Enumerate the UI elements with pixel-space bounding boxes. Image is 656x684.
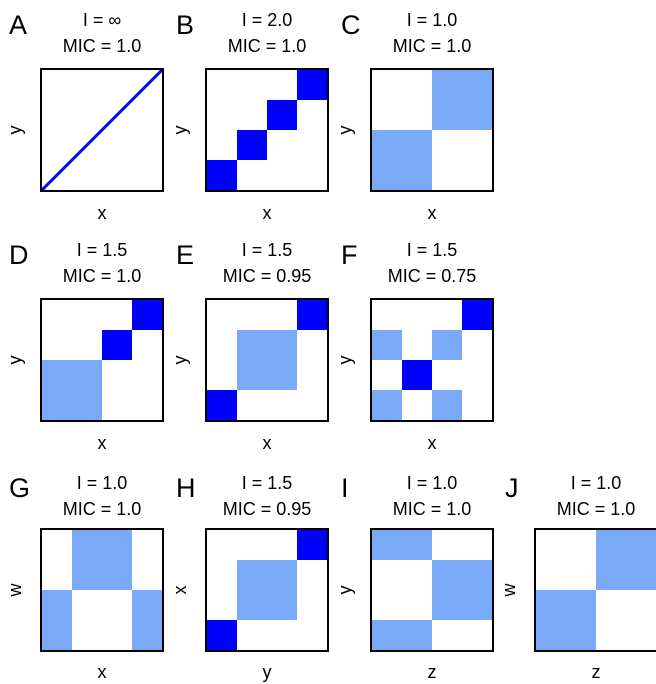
grid-box [370, 68, 494, 192]
panel-letter: B [176, 10, 195, 40]
panel-letter: F [341, 240, 358, 270]
panel-i-value: I = 1.5 [241, 473, 293, 493]
y-axis-label: w [499, 583, 519, 597]
dark-cell [207, 160, 237, 190]
panel-mic-value: MIC = 1.0 [62, 266, 142, 286]
panel-letter: C [341, 10, 361, 40]
dark-cell [207, 620, 237, 650]
light-cell [372, 130, 432, 190]
light-cell [237, 560, 297, 620]
light-cell [372, 330, 402, 360]
light-cell [372, 620, 432, 650]
panel-letter: E [176, 240, 195, 270]
panel-mic-value: MIC = 1.0 [392, 36, 472, 56]
panel-i-value: I = 1.5 [76, 240, 128, 260]
panel-i-value: I = ∞ [82, 10, 122, 30]
grid-box [205, 68, 329, 192]
dark-cell [297, 70, 327, 100]
grid-box [205, 528, 329, 652]
panel-letter: A [9, 10, 28, 40]
dark-cell [237, 130, 267, 160]
light-cell [432, 70, 492, 130]
panel-letter: I [341, 473, 349, 503]
dark-cell [267, 100, 297, 130]
dark-cell [297, 300, 327, 330]
panel-mic-value: MIC = 0.95 [222, 499, 312, 519]
panel-i-value: I = 1.0 [570, 473, 622, 493]
panel-mic-value: MIC = 0.75 [387, 266, 477, 286]
light-cell [237, 330, 297, 390]
panel-mic-value: MIC = 0.95 [222, 266, 312, 286]
y-axis-label: y [170, 125, 190, 135]
y-axis-label: y [335, 355, 355, 365]
light-cell [42, 360, 102, 420]
dark-cell [207, 390, 237, 420]
x-axis-label: z [591, 662, 601, 682]
dark-cell [462, 300, 492, 330]
y-axis-label: y [5, 355, 25, 365]
panel-mic-value: MIC = 1.0 [556, 499, 636, 519]
dark-cell [297, 530, 327, 560]
panel-i-value: I = 2.0 [241, 10, 293, 30]
x-axis-label: x [97, 662, 107, 682]
panel-mic-value: MIC = 1.0 [62, 499, 142, 519]
light-cell [432, 330, 462, 360]
grid-box [370, 528, 494, 652]
light-cell [432, 560, 492, 620]
panel-i-value: I = 1.0 [76, 473, 128, 493]
panel-i-value: I = 1.0 [406, 10, 458, 30]
dark-cell [402, 360, 432, 390]
x-axis-label: z [427, 662, 437, 682]
panel-i-value: I = 1.0 [406, 473, 458, 493]
light-cell [596, 530, 656, 590]
grid-box [534, 528, 656, 652]
light-cell [132, 590, 162, 650]
x-axis-label: x [427, 203, 437, 223]
panel-mic-value: MIC = 1.0 [227, 36, 307, 56]
x-axis-label: x [427, 433, 437, 453]
x-axis-label: y [262, 662, 272, 682]
grid-box [205, 298, 329, 422]
y-axis-label: x [170, 585, 190, 595]
diagonal-line-path [42, 70, 162, 190]
dark-cell [102, 330, 132, 360]
x-axis-label: x [97, 433, 107, 453]
y-axis-label: y [335, 125, 355, 135]
y-axis-label: y [335, 585, 355, 595]
panel-letter: H [176, 473, 196, 503]
light-cell [536, 590, 596, 650]
light-cell [372, 530, 432, 560]
light-cell [432, 390, 462, 420]
grid-box [40, 528, 164, 652]
diagonal-line [42, 70, 162, 190]
panel-i-value: I = 1.5 [241, 240, 293, 260]
light-cell [372, 390, 402, 420]
panel-i-value: I = 1.5 [406, 240, 458, 260]
y-axis-label: w [5, 583, 25, 597]
panel-letter: D [9, 240, 29, 270]
panel-mic-value: MIC = 1.0 [392, 499, 472, 519]
x-axis-label: x [262, 203, 272, 223]
panel-mic-value: MIC = 1.0 [62, 36, 142, 56]
panel-letter: J [505, 473, 519, 503]
panel-letter: G [9, 473, 31, 503]
dark-cell [132, 300, 162, 330]
grid-box [40, 298, 164, 422]
x-axis-label: x [262, 433, 272, 453]
y-axis-label: y [5, 125, 25, 135]
y-axis-label: y [170, 355, 190, 365]
grid-box [370, 298, 494, 422]
x-axis-label: x [97, 203, 107, 223]
grid-box [40, 68, 164, 192]
light-cell [72, 530, 132, 590]
light-cell [42, 590, 72, 650]
